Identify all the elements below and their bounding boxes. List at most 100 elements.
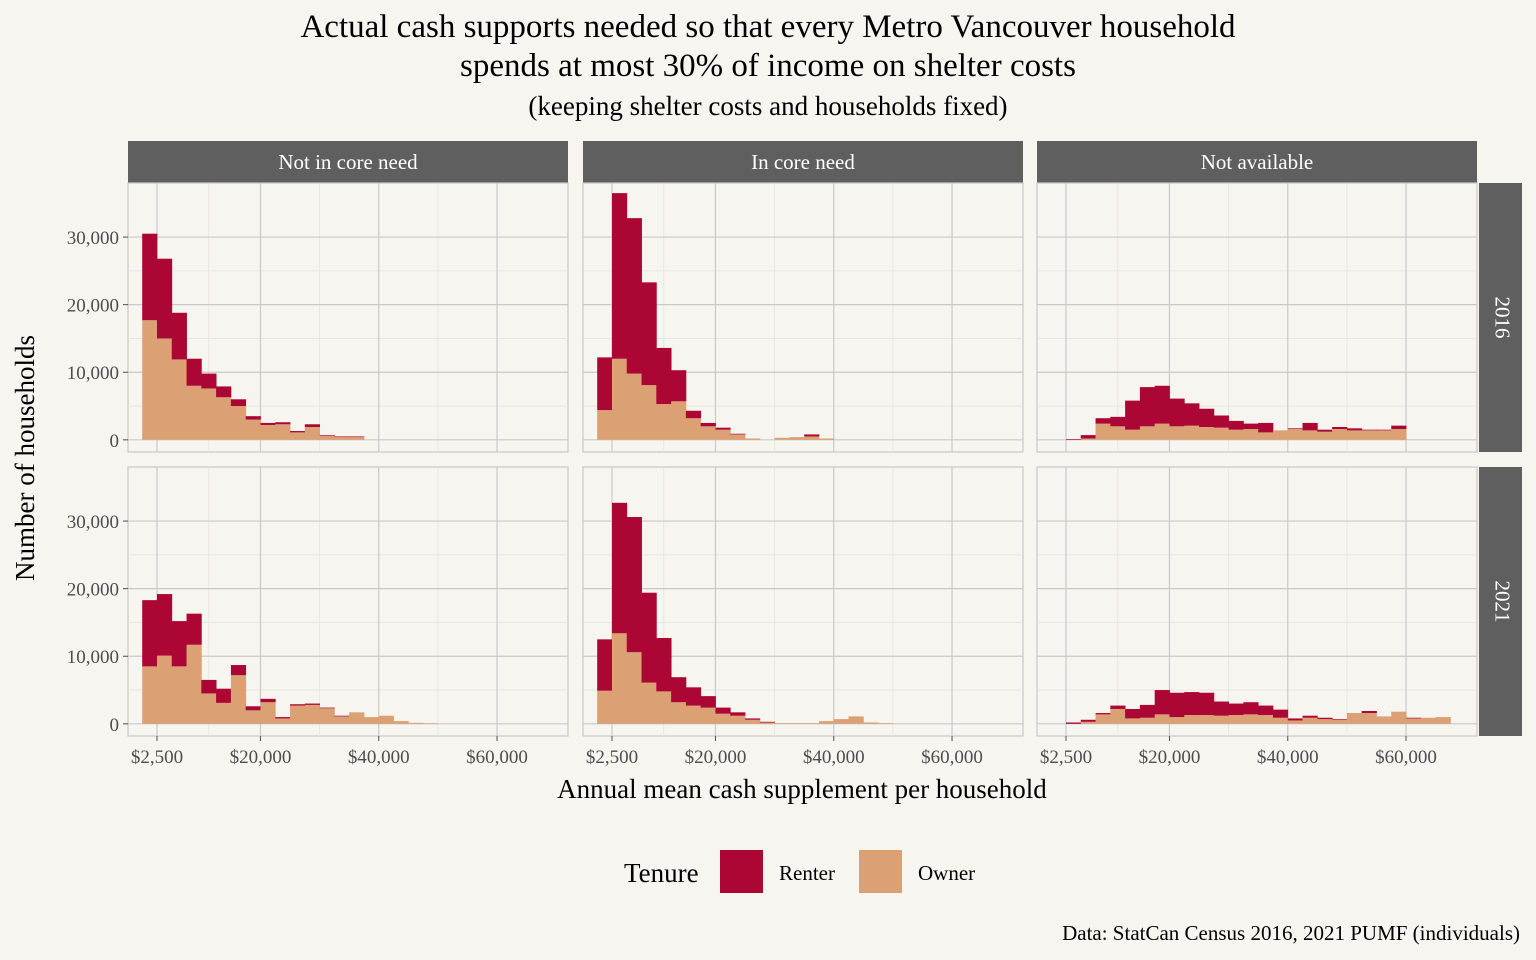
y-tick-label: 20,000 <box>67 580 119 601</box>
bar-renter <box>1287 718 1303 721</box>
panel-frame <box>1036 466 1478 737</box>
bar-owner <box>597 410 613 440</box>
bar-owner <box>671 401 687 440</box>
x-tick-label: $2,500 <box>131 747 183 768</box>
bar-owner <box>685 418 702 440</box>
y-tick-label: 0 <box>110 715 120 736</box>
bar-owner <box>319 435 335 440</box>
panel-frame <box>1036 182 1478 453</box>
bar-owner <box>201 693 217 724</box>
bar-owner <box>1095 714 1111 724</box>
bar-renter <box>1361 710 1377 714</box>
bar-renter <box>641 282 657 386</box>
bar-owner <box>833 719 849 724</box>
bar-owner <box>1213 427 1230 440</box>
row-strip-label-2016: 2016 <box>1491 297 1515 339</box>
bar-renter <box>1139 704 1156 718</box>
bar-owner <box>142 320 158 440</box>
legend-swatch-owner <box>859 850 902 893</box>
bar-renter <box>1228 420 1244 430</box>
bar-owner <box>1435 717 1451 724</box>
legend-title: Tenure <box>624 858 699 888</box>
bar-owner <box>245 710 261 724</box>
bar-owner <box>1199 426 1215 440</box>
bar-renter <box>626 517 642 653</box>
bar-renter <box>216 386 232 398</box>
bar-owner <box>1361 713 1377 724</box>
row-strip-2021 <box>1479 467 1522 736</box>
bar-renter <box>1243 423 1259 430</box>
bar-renter <box>1169 692 1185 718</box>
x-tick-label: $20,000 <box>1139 747 1201 768</box>
bar-renter <box>260 698 276 703</box>
bar-renter <box>319 435 335 436</box>
bar-renter <box>1317 717 1333 720</box>
column-strip-label-in-core-need: In core need <box>751 150 855 174</box>
bar-renter <box>700 696 716 708</box>
bar-owner <box>715 713 731 724</box>
bar-owner <box>1228 429 1244 440</box>
bar-renter <box>1154 385 1170 424</box>
bar-owner <box>1184 715 1200 724</box>
bar-owner <box>186 644 202 724</box>
bar-owner <box>349 437 365 440</box>
bar-owner <box>423 723 439 724</box>
bar-renter <box>1184 403 1200 426</box>
bar-owner <box>774 723 790 724</box>
bar-owner <box>1302 717 1318 724</box>
bar-owner <box>774 437 790 440</box>
bar-owner <box>700 426 716 440</box>
bar-owner <box>334 716 350 724</box>
bar-renter <box>186 613 202 645</box>
y-tick-label: 10,000 <box>67 647 119 668</box>
bar-renter <box>1110 705 1126 709</box>
bar-renter <box>156 258 173 339</box>
bar-owner <box>1420 717 1437 724</box>
panel-2016-in-core-need <box>582 182 1024 453</box>
bar-owner <box>745 719 761 724</box>
bar-renter <box>685 410 702 419</box>
bar-renter <box>1287 428 1303 430</box>
bar-renter <box>1317 429 1333 432</box>
bar-owner <box>171 359 187 440</box>
bar-owner <box>804 723 820 724</box>
bar-owner <box>230 406 247 440</box>
bar-renter <box>1095 418 1111 424</box>
bar-renter <box>349 436 365 438</box>
bar-renter <box>142 600 158 667</box>
bar-renter <box>216 688 232 703</box>
bar-owner <box>730 715 746 724</box>
x-tick-label: $60,000 <box>1375 747 1437 768</box>
bar-renter <box>1213 701 1230 716</box>
bar-owner <box>671 702 687 724</box>
x-tick-label: $40,000 <box>348 747 410 768</box>
bar-owner <box>641 385 657 440</box>
bar-owner <box>216 397 232 440</box>
bar-renter <box>1065 439 1082 440</box>
bar-renter <box>804 434 820 437</box>
bar-renter <box>230 665 247 676</box>
bar-owner <box>245 419 261 440</box>
bar-renter <box>671 370 687 402</box>
column-strip-label-not-available: Not available <box>1201 150 1314 174</box>
bar-owner <box>304 426 321 440</box>
column-strip-not-in-core-need <box>128 141 568 183</box>
bar-owner <box>1287 720 1303 724</box>
bar-renter <box>1199 408 1215 427</box>
panel-2021-not-available: $2,500 $20,000 $40,000 $60,000 <box>1036 466 1478 768</box>
chart-title-line1: Actual cash supports needed so that ever… <box>300 9 1236 45</box>
bar-owner <box>656 404 672 440</box>
bar-renter <box>1110 416 1126 427</box>
bar-renter <box>759 721 776 723</box>
bar-owner <box>142 666 158 724</box>
bar-owner <box>1199 715 1215 724</box>
bar-renter <box>245 706 261 711</box>
bar-owner <box>1243 714 1259 724</box>
x-tick-label: $2,500 <box>586 747 638 768</box>
bar-renter <box>730 433 746 435</box>
bar-renter <box>1080 435 1096 439</box>
bar-owner <box>334 437 350 440</box>
bar-owner <box>408 722 424 724</box>
bar-renter <box>186 358 202 386</box>
